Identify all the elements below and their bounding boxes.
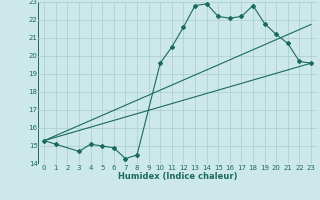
X-axis label: Humidex (Indice chaleur): Humidex (Indice chaleur) [118,172,237,181]
